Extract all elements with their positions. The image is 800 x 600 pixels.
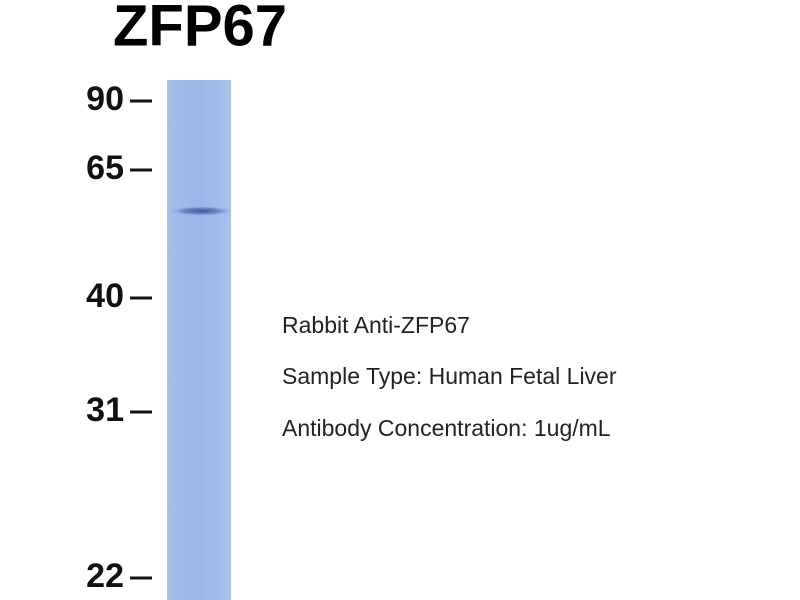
marker-label: 65 <box>86 149 124 187</box>
marker-label: 40 <box>86 277 124 315</box>
description-line: Rabbit Anti-ZFP67 <box>282 312 470 338</box>
description-line: Antibody Concentration: 1ug/mL <box>282 415 611 441</box>
band <box>169 206 233 216</box>
lane <box>167 80 231 600</box>
marker-label: 90 <box>86 80 124 118</box>
markers: 90 65 40 31 22 <box>86 80 152 595</box>
marker-label: 22 <box>86 557 124 595</box>
marker-label: 31 <box>86 391 124 429</box>
title: ZFP67 <box>113 0 287 58</box>
description: Rabbit Anti-ZFP67 Sample Type: Human Fet… <box>282 312 617 441</box>
description-line: Sample Type: Human Fetal Liver <box>282 363 617 389</box>
